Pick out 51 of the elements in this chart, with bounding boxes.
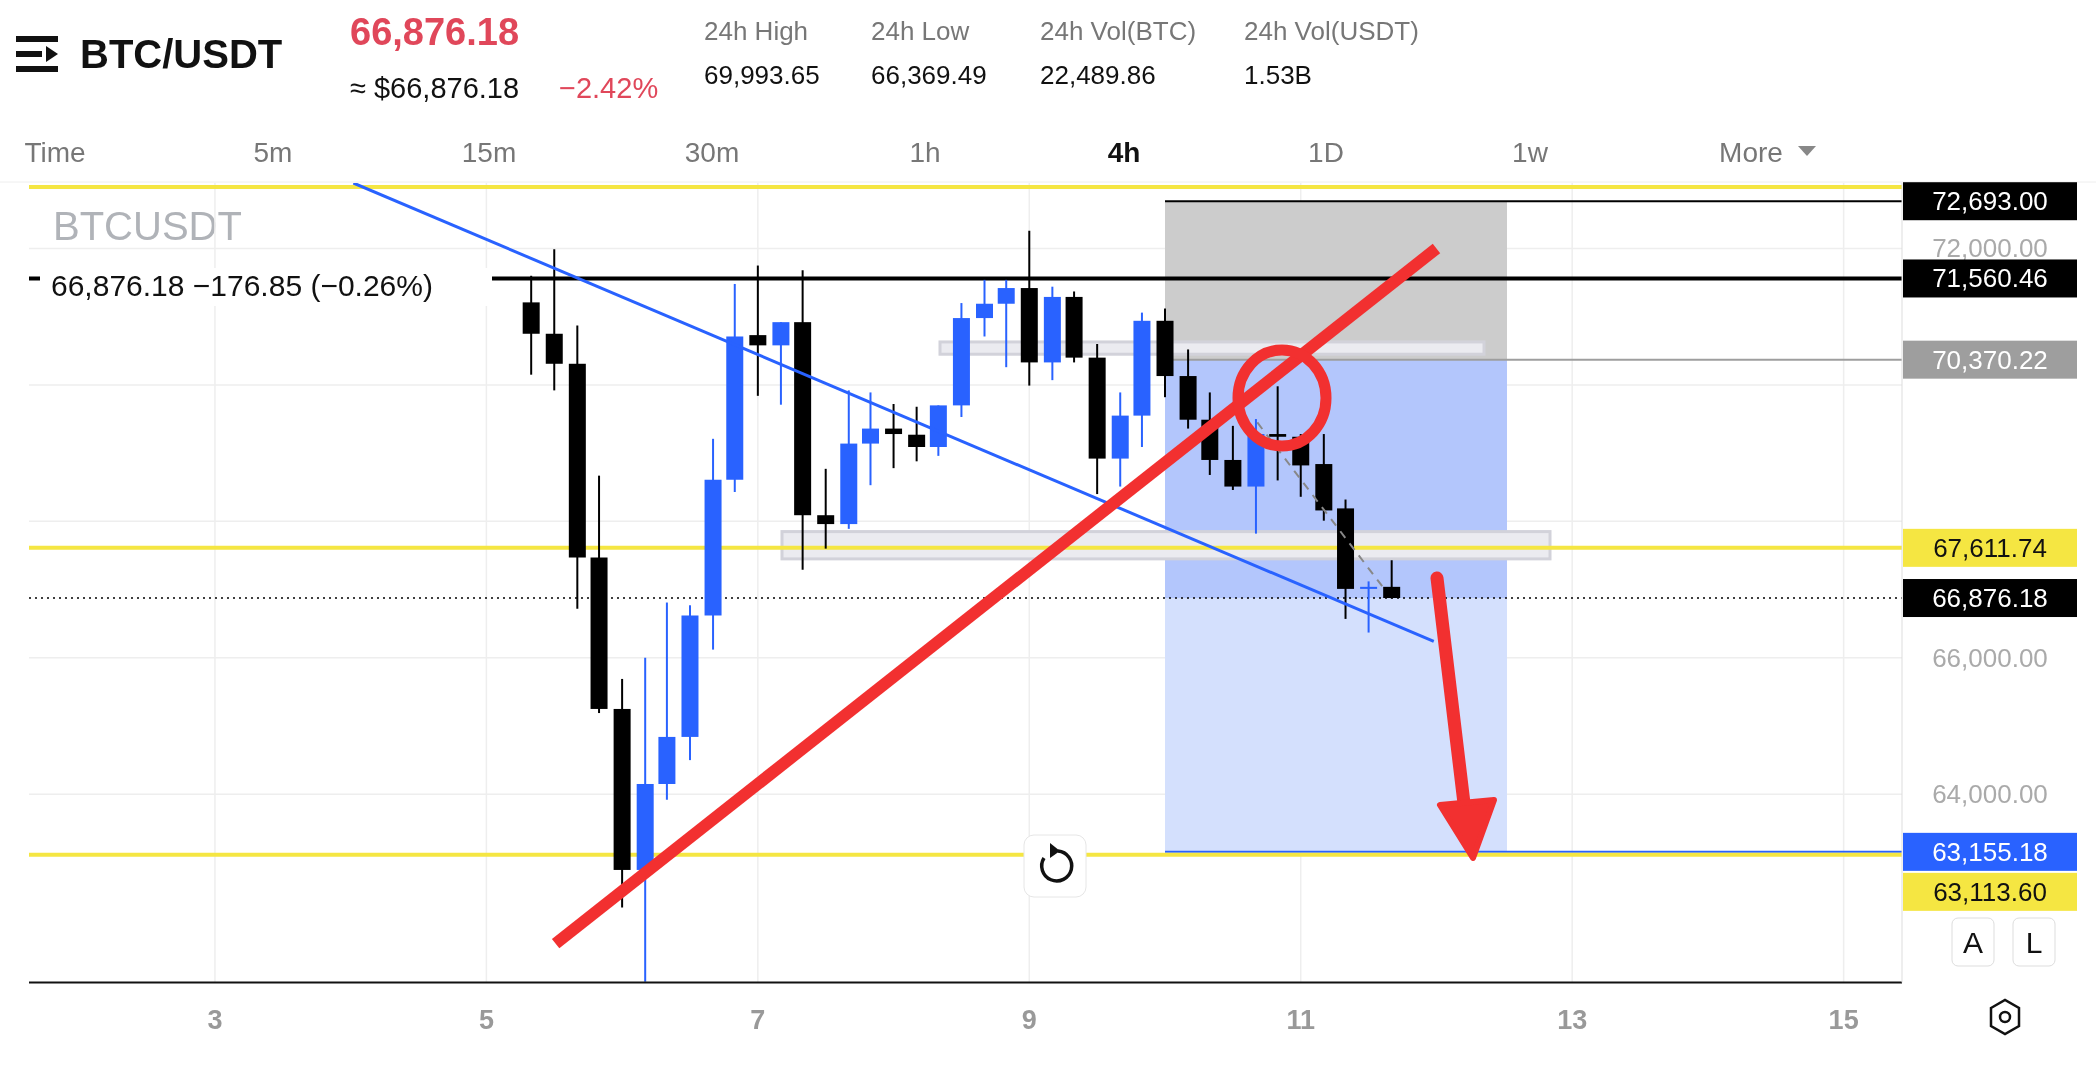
x-tick-label: 11 <box>1286 1005 1316 1035</box>
text: 30m <box>684 137 740 168</box>
text: 1w <box>1512 137 1549 168</box>
candlestick <box>1360 580 1378 634</box>
text: 15m <box>461 137 517 168</box>
candlestick <box>885 403 903 470</box>
candlestick <box>976 278 993 338</box>
text: ≈ $66,876.18 <box>350 72 520 104</box>
text: More <box>1719 137 1783 168</box>
candlestick <box>997 278 1015 369</box>
ref-line-label: 71,560.46 <box>1932 263 2048 294</box>
text: 24h High <box>704 16 809 46</box>
ref-line-label: 67,611.74 <box>1933 532 2047 563</box>
text: 22,489.86 <box>1040 60 1156 90</box>
ref-line-label: 70,370.22 <box>1932 344 2048 375</box>
ref-line-label: 63,155.18 <box>1932 836 2048 867</box>
text: 69,993.65 <box>704 60 820 90</box>
text: A <box>1962 926 1984 959</box>
text: 24h Vol(USDT) <box>1244 16 1419 46</box>
annotation: 66,876.18 −176.85 (−0.26%) <box>51 269 433 302</box>
text: 66,876.18 <box>350 11 520 53</box>
text: Time <box>24 137 86 168</box>
x-tick-label: 9 <box>1021 1005 1037 1035</box>
x-tick-label: 13 <box>1557 1005 1588 1035</box>
text: 24h Vol(BTC) <box>1040 16 1197 46</box>
candlestick <box>908 405 926 463</box>
candlestick <box>817 467 835 550</box>
candlestick <box>772 321 790 406</box>
ref-line-label: 66,876.18 <box>1932 583 2048 614</box>
x-tick-label: 15 <box>1828 1005 1859 1035</box>
text: 4h <box>1107 137 1141 168</box>
text: 66,369.49 <box>871 60 987 90</box>
annotation: BTCUSDT <box>53 204 242 248</box>
text: 5m <box>253 137 293 168</box>
text: 24h Low <box>871 16 970 46</box>
text: 1h <box>909 137 941 168</box>
candlestick <box>1269 385 1287 482</box>
text: 1D <box>1308 137 1344 168</box>
x-tick-label: 7 <box>750 1005 766 1035</box>
text: L <box>2025 926 2043 959</box>
text: 1.53B <box>1244 60 1312 90</box>
ref-line-label: 63,113.60 <box>1933 876 2047 907</box>
x-tick-label: 5 <box>478 1005 494 1035</box>
ref-line-label: 72,693.00 <box>1932 186 2048 217</box>
text: −2.42% <box>559 72 659 104</box>
chart-title: BTC/USDT <box>80 32 283 76</box>
y-tick-label: 72,000.00 <box>1932 233 2048 264</box>
x-tick-label: 3 <box>207 1005 223 1035</box>
y-tick-label: 66,000.00 <box>1932 642 2048 673</box>
y-tick-label: 64,000.00 <box>1932 779 2048 810</box>
candlestick <box>861 391 879 487</box>
